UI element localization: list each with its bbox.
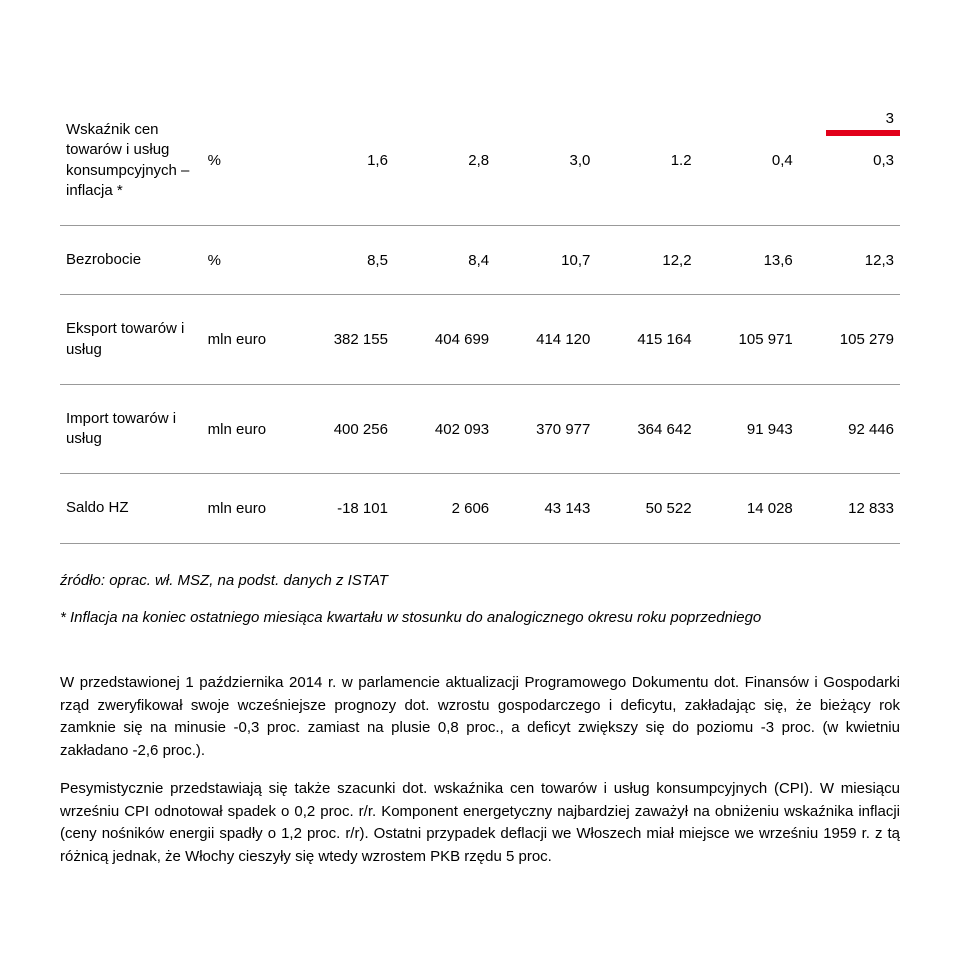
value-cell: 12 833 (799, 474, 900, 543)
value-cell: 105 971 (698, 295, 799, 385)
table-row: Saldo HZ mln euro -18 101 2 606 43 143 5… (60, 474, 900, 543)
body-text: W przedstawionej 1 października 2014 r. … (60, 672, 900, 868)
value-cell: 382 155 (293, 295, 394, 385)
unit-cell: % (202, 226, 293, 295)
value-cell: 414 120 (495, 295, 596, 385)
indicator-label: Eksport towarów i usług (60, 295, 202, 385)
value-cell: 91 943 (698, 384, 799, 474)
data-table-container: Wskaźnik cen towarów i usług konsumpcyjn… (60, 96, 900, 544)
indicator-label: Import towarów i usług (60, 384, 202, 474)
value-cell: 402 093 (394, 384, 495, 474)
unit-cell: % (202, 96, 293, 226)
source-line: źródło: oprac. wł. MSZ, na podst. danych… (60, 572, 900, 589)
value-cell: 0,4 (698, 96, 799, 226)
value-cell: 8,4 (394, 226, 495, 295)
value-cell: 3,0 (495, 96, 596, 226)
value-cell: 12,2 (596, 226, 697, 295)
table-row: Eksport towarów i usług mln euro 382 155… (60, 295, 900, 385)
value-cell: 2,8 (394, 96, 495, 226)
value-cell: 14 028 (698, 474, 799, 543)
unit-cell: mln euro (202, 295, 293, 385)
table-row: Wskaźnik cen towarów i usług konsumpcyjn… (60, 96, 900, 226)
table-footnote: * Inflacja na koniec ostatniego miesiąca… (60, 607, 900, 629)
header-accent-bar (826, 130, 900, 136)
value-cell: 8,5 (293, 226, 394, 295)
economic-indicators-table: Wskaźnik cen towarów i usług konsumpcyjn… (60, 96, 900, 544)
paragraph: Pesymistycznie przedstawiają się także s… (60, 778, 900, 868)
value-cell: 10,7 (495, 226, 596, 295)
value-cell: 370 977 (495, 384, 596, 474)
page-number: 3 (886, 110, 894, 127)
value-cell: -18 101 (293, 474, 394, 543)
indicator-label: Saldo HZ (60, 474, 202, 543)
value-cell: 105 279 (799, 295, 900, 385)
value-cell: 13,6 (698, 226, 799, 295)
value-cell: 1.2 (596, 96, 697, 226)
indicator-label: Bezrobocie (60, 226, 202, 295)
unit-cell: mln euro (202, 384, 293, 474)
paragraph: W przedstawionej 1 października 2014 r. … (60, 672, 900, 762)
value-cell: 400 256 (293, 384, 394, 474)
value-cell: 43 143 (495, 474, 596, 543)
table-row: Bezrobocie % 8,5 8,4 10,7 12,2 13,6 12,3 (60, 226, 900, 295)
unit-cell: mln euro (202, 474, 293, 543)
value-cell: 12,3 (799, 226, 900, 295)
value-cell: 364 642 (596, 384, 697, 474)
value-cell: 2 606 (394, 474, 495, 543)
indicator-label: Wskaźnik cen towarów i usług konsumpcyjn… (60, 96, 202, 226)
value-cell: 1,6 (293, 96, 394, 226)
value-cell: 415 164 (596, 295, 697, 385)
table-row: Import towarów i usług mln euro 400 256 … (60, 384, 900, 474)
value-cell: 404 699 (394, 295, 495, 385)
value-cell: 92 446 (799, 384, 900, 474)
value-cell: 50 522 (596, 474, 697, 543)
